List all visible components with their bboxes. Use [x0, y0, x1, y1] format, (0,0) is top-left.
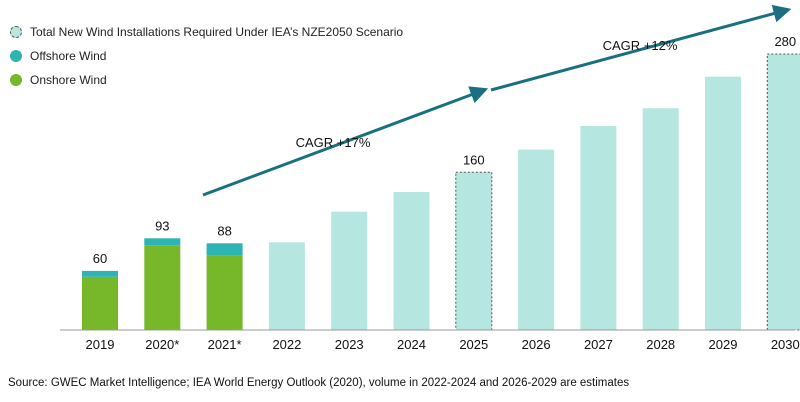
cagr-arrow-1	[202, 86, 489, 197]
legend-label-onshore: Onshore Wind	[30, 73, 107, 87]
x-tick-label-2019: 2019	[86, 337, 115, 352]
bar-required-2030	[766, 53, 800, 331]
data-label-2021: 88	[217, 223, 231, 238]
bar-required-2026	[518, 149, 555, 330]
bar-onshore-2020	[144, 245, 181, 330]
legend-label-offshore: Offshore Wind	[30, 49, 107, 63]
bar-offshore-2020	[144, 238, 181, 246]
bar-required-2029	[705, 76, 741, 330]
bar-required-2028	[642, 108, 679, 330]
cagr-arrow-2	[490, 4, 792, 92]
x-tick-label-2030: 2030	[771, 337, 800, 352]
x-tick-label-2020: 2020*	[145, 337, 179, 352]
legend-item-required: Total New Wind Installations Required Un…	[10, 24, 403, 40]
bar-onshore-2019	[82, 276, 118, 330]
data-label-2025: 160	[463, 152, 485, 167]
bar-offshore-2019	[82, 270, 118, 277]
data-label-2020: 93	[155, 218, 169, 233]
legend-swatch-required	[10, 26, 22, 38]
bar-required-2022	[268, 242, 305, 330]
bar-required-2023	[331, 211, 368, 330]
x-tick-label-2025: 2025	[459, 337, 488, 352]
x-tick-label-2027: 2027	[584, 337, 613, 352]
data-label-2019: 60	[93, 251, 107, 266]
x-tick-label-2022: 2022	[272, 337, 301, 352]
bar-required-2024	[393, 192, 430, 330]
legend-item-offshore: Offshore Wind	[10, 48, 106, 64]
legend-swatch-offshore	[10, 50, 22, 62]
source-note: Source: GWEC Market Intelligence; IEA Wo…	[8, 377, 630, 389]
x-tick-label-2024: 2024	[397, 337, 426, 352]
bar-offshore-2021	[206, 243, 243, 256]
bar-onshore-2021	[206, 255, 243, 330]
legend-item-onshore: Onshore Wind	[10, 72, 107, 88]
cagr-label-2: CAGR +12%	[603, 38, 678, 53]
x-tick-label-2021: 2021*	[208, 337, 242, 352]
data-label-2030: 280	[774, 34, 796, 49]
legend-label-required: Total New Wind Installations Required Un…	[30, 25, 404, 39]
x-tick-label-2029: 2029	[709, 337, 738, 352]
x-tick-label-2026: 2026	[522, 337, 551, 352]
legend-swatch-onshore	[10, 74, 22, 86]
bar-required-2025	[455, 171, 493, 331]
bar-required-2027	[580, 126, 617, 330]
x-tick-label-2028: 2028	[646, 337, 675, 352]
cagr-label-1: CAGR +17%	[296, 135, 371, 150]
x-tick-label-2023: 2023	[335, 337, 364, 352]
